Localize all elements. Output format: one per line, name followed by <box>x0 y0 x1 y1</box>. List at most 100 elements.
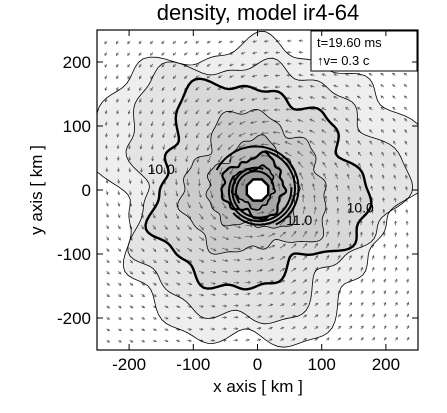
velocity-arrow <box>151 121 154 126</box>
velocity-arrowhead <box>165 260 169 263</box>
velocity-arrow <box>325 219 328 226</box>
velocity-arrowhead <box>237 247 241 251</box>
velocity-arrow <box>347 174 350 180</box>
velocity-arrow <box>217 109 223 114</box>
velocity-arrow <box>195 109 200 115</box>
velocity-arrowhead <box>297 130 301 133</box>
velocity-arrowhead <box>104 99 108 103</box>
velocity-arrow <box>349 302 353 307</box>
velocity-arrowhead <box>405 220 409 224</box>
velocity-arrow <box>152 282 157 286</box>
velocity-arrow <box>381 152 385 157</box>
velocity-arrowhead <box>198 194 202 198</box>
velocity-arrow <box>369 140 373 145</box>
velocity-arrowhead <box>189 282 193 286</box>
time-label: t=19.60 ms <box>317 35 382 50</box>
velocity-arrow <box>228 121 234 126</box>
velocity-arrow <box>150 86 154 91</box>
velocity-arrowhead <box>196 135 199 139</box>
velocity-arrowhead <box>128 146 131 150</box>
velocity-arrowhead <box>106 237 110 241</box>
velocity-arrowhead <box>303 326 308 330</box>
velocity-arrowhead <box>116 146 120 150</box>
velocity-arrow <box>219 167 223 175</box>
velocity-arrowhead <box>218 40 222 44</box>
velocity-arrowhead <box>201 248 205 252</box>
velocity-arrowhead <box>187 205 191 209</box>
velocity-arrowhead <box>321 73 325 77</box>
velocity-arrow <box>380 118 385 122</box>
velocity-arrowhead <box>337 243 341 247</box>
velocity-arrowhead <box>314 218 318 222</box>
velocity-arrowhead <box>213 237 217 241</box>
velocity-arrowhead <box>309 96 313 100</box>
y-tick-labels: 200 100 0 -100 -200 <box>57 53 91 328</box>
velocity-arrow <box>314 326 319 330</box>
velocity-arrowhead <box>269 315 274 319</box>
velocity-arrowhead <box>269 326 273 330</box>
velocity-arrowhead <box>247 292 251 296</box>
velocity-arrow <box>245 293 251 295</box>
contour-label: 10.0 <box>148 161 175 177</box>
velocity-arrowhead <box>272 244 276 248</box>
velocity-arrowhead <box>237 258 241 262</box>
velocity-arrow <box>268 257 275 261</box>
velocity-arrow <box>369 152 373 157</box>
velocity-arrow <box>116 109 119 114</box>
velocity-arrowhead <box>206 63 210 67</box>
velocity-arrowhead <box>235 315 239 319</box>
velocity-arrowhead <box>281 280 286 283</box>
velocity-arrow <box>127 75 131 79</box>
velocity-arrow <box>279 231 286 237</box>
velocity-arrow <box>279 338 284 341</box>
velocity-arrowhead <box>383 325 387 329</box>
velocity-arrowhead <box>403 84 407 88</box>
velocity-arrowhead <box>117 192 121 196</box>
velocity-arrowhead <box>360 243 363 247</box>
velocity-arrow <box>173 86 177 91</box>
velocity-arrow <box>256 292 262 295</box>
velocity-arrowhead <box>368 73 372 76</box>
velocity-arrow <box>116 121 119 126</box>
velocity-arrow <box>370 163 373 168</box>
velocity-arrowhead <box>284 141 288 144</box>
velocity-arrowhead <box>310 161 314 165</box>
x-tick-labels: -200 -100 0 100 200 <box>112 355 400 374</box>
velocity-arrow <box>297 130 304 134</box>
velocity-arrow <box>279 303 285 307</box>
velocity-arrow <box>195 63 200 67</box>
velocity-arrowhead <box>207 160 211 164</box>
velocity-arrowhead <box>153 271 157 275</box>
velocity-arrow <box>222 224 229 230</box>
velocity-arrowhead <box>405 232 409 236</box>
velocity-arrowhead <box>162 170 166 174</box>
velocity-arrowhead <box>128 169 132 173</box>
velocity-arrow <box>187 202 191 208</box>
velocity-arrowhead <box>359 196 362 200</box>
velocity-arrow <box>251 98 257 101</box>
velocity-arrow <box>325 326 330 330</box>
velocity-arrowhead <box>197 171 200 175</box>
velocity-arrowhead <box>380 84 384 88</box>
velocity-arrowhead <box>177 271 181 274</box>
velocity-arrowhead <box>106 214 109 218</box>
velocity-arrowhead <box>270 195 273 199</box>
velocity-arrowhead <box>286 73 290 77</box>
velocity-arrow <box>222 282 228 284</box>
velocity-arrowhead <box>336 207 340 211</box>
velocity-arrowhead <box>248 269 252 273</box>
velocity-arrow <box>175 328 180 331</box>
velocity-arrowhead <box>239 98 244 101</box>
velocity-arrow <box>106 213 109 218</box>
velocity-arrow <box>357 118 362 122</box>
velocity-arrowhead <box>201 259 205 263</box>
velocity-arrowhead <box>292 338 296 341</box>
velocity-arrow <box>299 172 304 180</box>
velocity-arrow <box>347 185 350 191</box>
velocity-arrowhead <box>117 180 120 184</box>
velocity-arrowhead <box>139 158 143 162</box>
velocity-arrow <box>161 52 165 56</box>
velocity-arrow <box>206 109 211 114</box>
velocity-arrow <box>245 304 250 307</box>
velocity-arrowhead <box>162 123 165 127</box>
